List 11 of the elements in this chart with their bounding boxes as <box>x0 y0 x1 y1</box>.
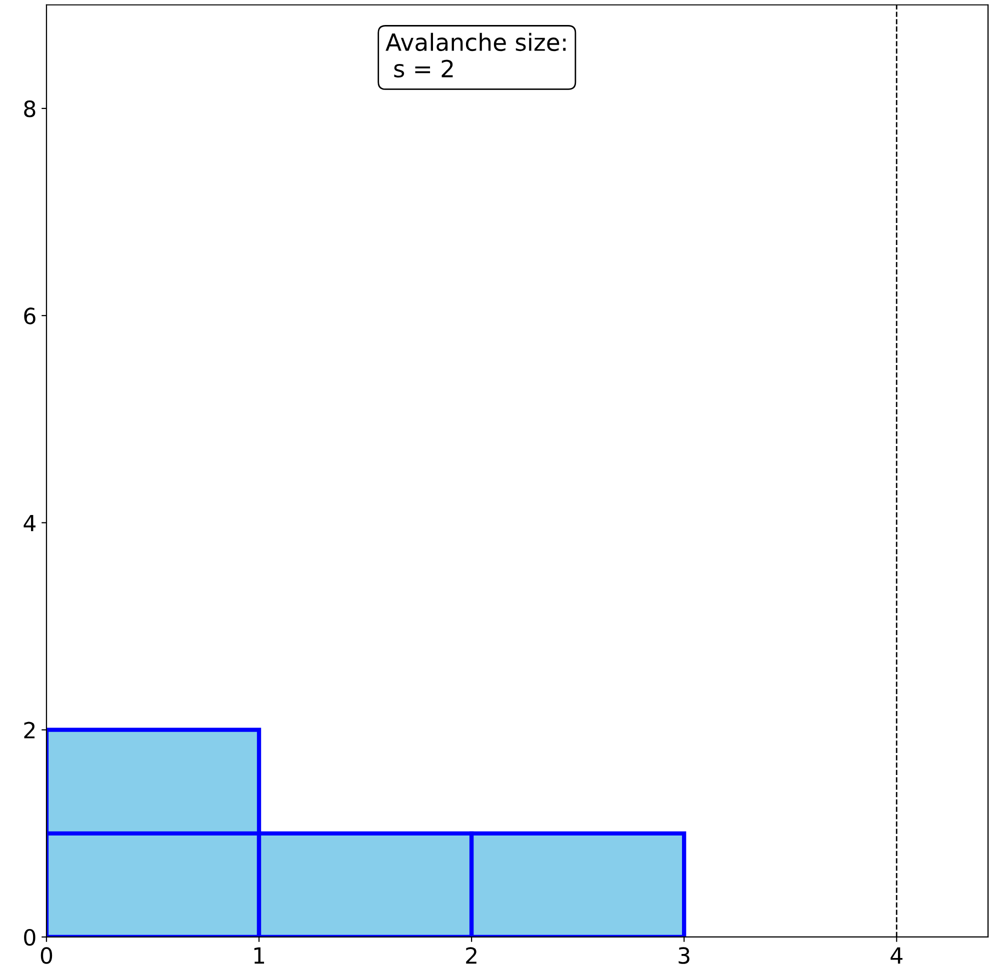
x-tick-label: 0 <box>40 947 52 964</box>
y-tick-label: 8 <box>24 100 36 118</box>
y-tick-label: 2 <box>24 722 35 738</box>
x-tick-label: 4 <box>890 947 902 964</box>
annotation: Avalanche size: s = 2 <box>386 32 566 78</box>
y-tick-label: 0 <box>24 928 36 946</box>
x-tick-label: 2 <box>466 947 476 964</box>
y-tick-label: 6 <box>24 308 36 324</box>
x-tick-label: 1 <box>254 947 264 964</box>
y-tick-label: 4 <box>24 514 36 532</box>
x-tick-label: 3 <box>678 947 690 964</box>
